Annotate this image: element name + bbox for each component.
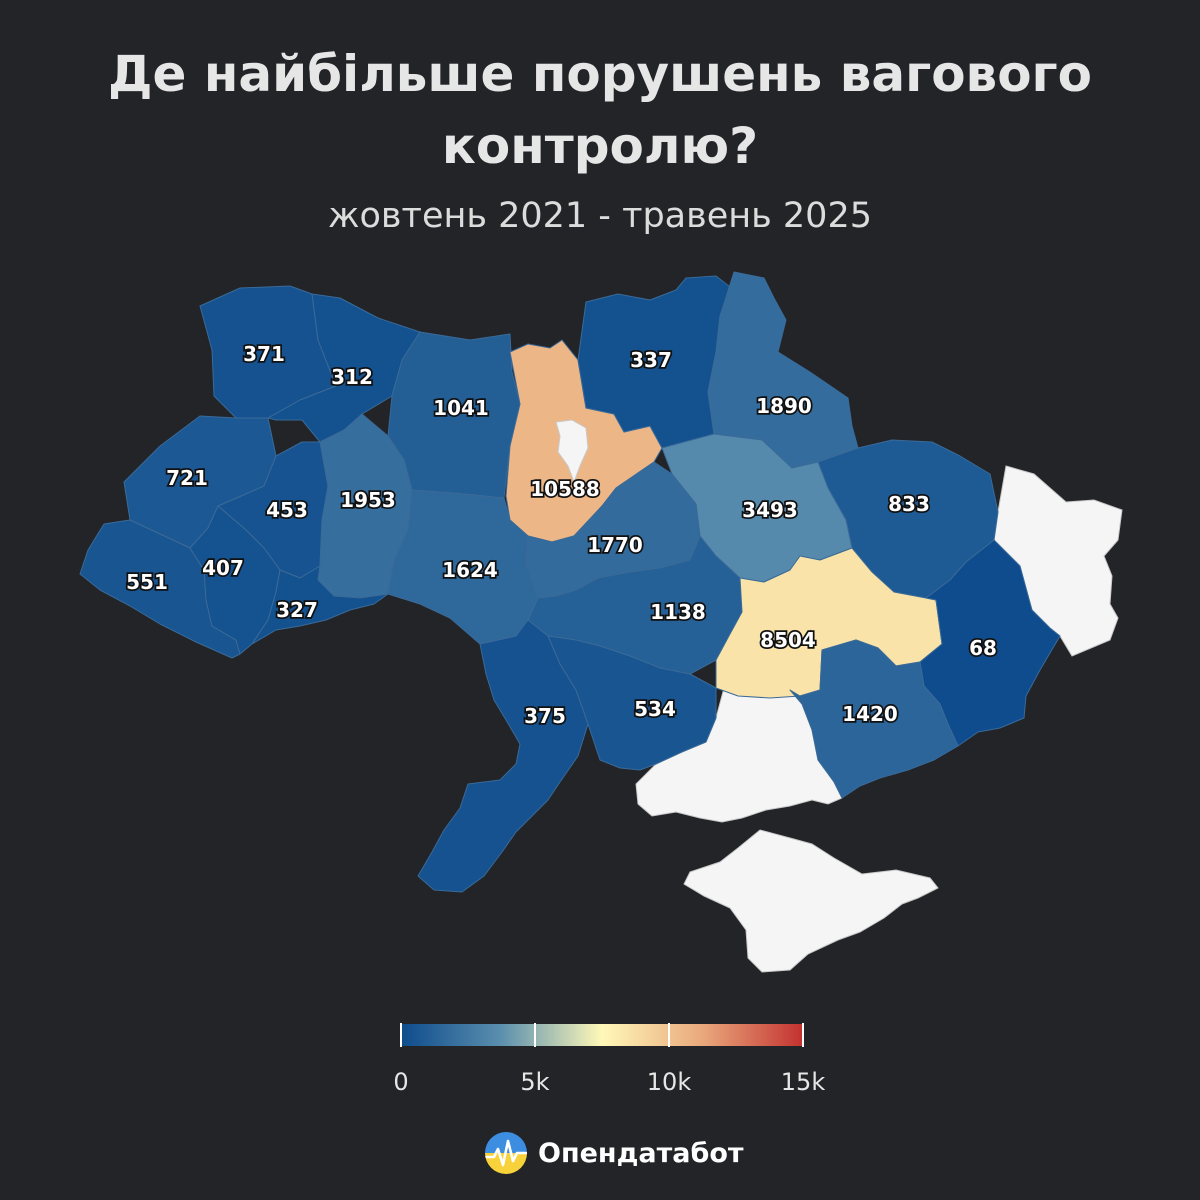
legend-label-10k: 10k [646,1068,692,1096]
region-label-sumy: 1890 [756,394,812,418]
region-zaporizhzhia [789,639,959,799]
brand: Опендатабот [484,1131,744,1175]
region-label-zaporizhzhia: 1420 [842,702,898,726]
region-label-mykolaiv: 534 [634,697,676,721]
region-label-chernihiv: 337 [630,348,672,372]
region-label-odesa: 375 [524,704,566,728]
region-label-zhytomyr: 1041 [433,396,489,420]
region-label-kyiv: 10588 [530,477,600,501]
title-line-2: контролю? [441,117,759,175]
legend-gradient-bar [400,1024,804,1046]
legend-label-0: 0 [393,1068,409,1096]
map-title: Де найбільше порушень вагового контролю? [0,38,1200,182]
kyiv-city [555,419,589,484]
region-label-dnipro: 8504 [760,628,816,652]
region-label-vinnytsia: 1624 [442,558,498,582]
region-label-volyn: 371 [243,342,285,366]
title-line-1: Де найбільше порушень вагового [107,45,1093,103]
region-mykolaiv [547,635,717,771]
legend-tick-10k [668,1023,670,1047]
region-label-kirovohrad: 1138 [650,600,706,624]
region-label-ivano-frankivsk: 407 [202,556,244,580]
map-subtitle: жовтень 2021 - травень 2025 [327,196,872,236]
region-label-lviv: 721 [166,466,208,490]
opendatabot-logo-icon [485,1132,527,1174]
region-label-ternopil: 453 [266,498,308,522]
region-label-poltava: 3493 [742,498,798,522]
region-label-rivne: 312 [331,365,373,389]
legend-tick-15k [802,1023,804,1047]
region-label-donetsk: 68 [969,636,997,660]
region-label-chernivtsi: 327 [276,598,318,622]
brand-name: Опендатабот [538,1137,744,1169]
legend-label-5k: 5k [520,1068,550,1096]
region-label-zakarpattia: 551 [126,570,168,594]
legend-label-15k: 15k [780,1068,826,1096]
legend-tick-0 [400,1023,402,1047]
region-label-khmelnytskyi: 1953 [340,488,396,512]
occupied-crimea [683,829,939,973]
color-legend: 0 5k 10k 15k [393,1023,825,1104]
legend-tick-5k [534,1023,536,1047]
region-label-kharkiv: 833 [888,492,930,516]
region-chernivtsi [251,565,389,645]
region-label-cherkasy: 1770 [587,533,643,557]
